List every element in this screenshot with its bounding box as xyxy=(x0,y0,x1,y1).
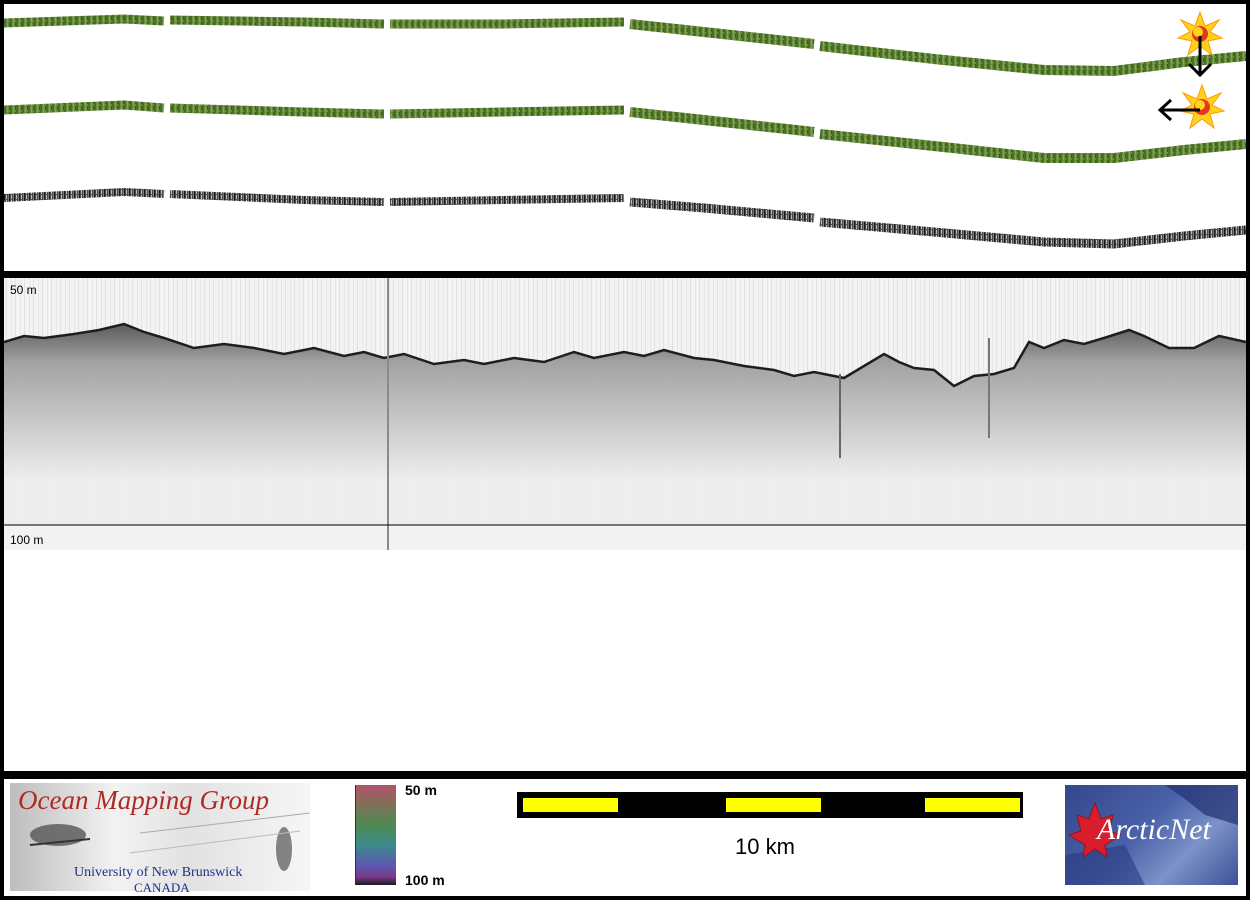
sun-direction-icon xyxy=(1178,83,1226,130)
seabed-reflector xyxy=(4,324,1246,478)
scale-bar-segment xyxy=(726,798,821,812)
swath-map-panel xyxy=(3,4,1247,271)
arcticnet-name: ArcticNet xyxy=(1097,813,1211,846)
swath-strip-middle xyxy=(3,100,1247,163)
scale-bar xyxy=(517,792,1023,818)
depth-colorbar xyxy=(355,785,396,885)
arrow-down-icon xyxy=(1187,36,1213,78)
seabed-illustration xyxy=(29,812,310,871)
colorbar-bottom-label: 100 m xyxy=(405,872,445,888)
depth-label-bottom: 100 m xyxy=(10,533,44,547)
echogram xyxy=(3,278,1247,550)
arcticnet-logo: ArcticNet xyxy=(1065,785,1238,885)
scale-bar-segment xyxy=(523,798,618,812)
footer-panel: Ocean Mapping Group University of New Br… xyxy=(4,779,1246,896)
swath-map xyxy=(3,10,1247,249)
scale-bar-label: 10 km xyxy=(735,834,795,859)
swath-strip-backscatter xyxy=(3,187,1247,249)
depth-label-top: 50 m xyxy=(10,283,37,297)
omg-title: Ocean Mapping Group xyxy=(18,785,269,815)
arrow-left-icon xyxy=(1157,98,1200,122)
ocean-mapping-group-logo: Ocean Mapping Group University of New Br… xyxy=(10,783,310,895)
scale-bar-segment xyxy=(925,798,1020,812)
swath-strip-top xyxy=(3,14,1247,77)
colorbar-top-label: 50 m xyxy=(405,782,437,798)
omg-country: CANADA xyxy=(134,880,190,895)
subbottom-profile-panel: 50 m 100 m xyxy=(3,278,1247,771)
omg-university: University of New Brunswick xyxy=(74,865,243,880)
maple-leaf-icon xyxy=(1065,785,1238,885)
